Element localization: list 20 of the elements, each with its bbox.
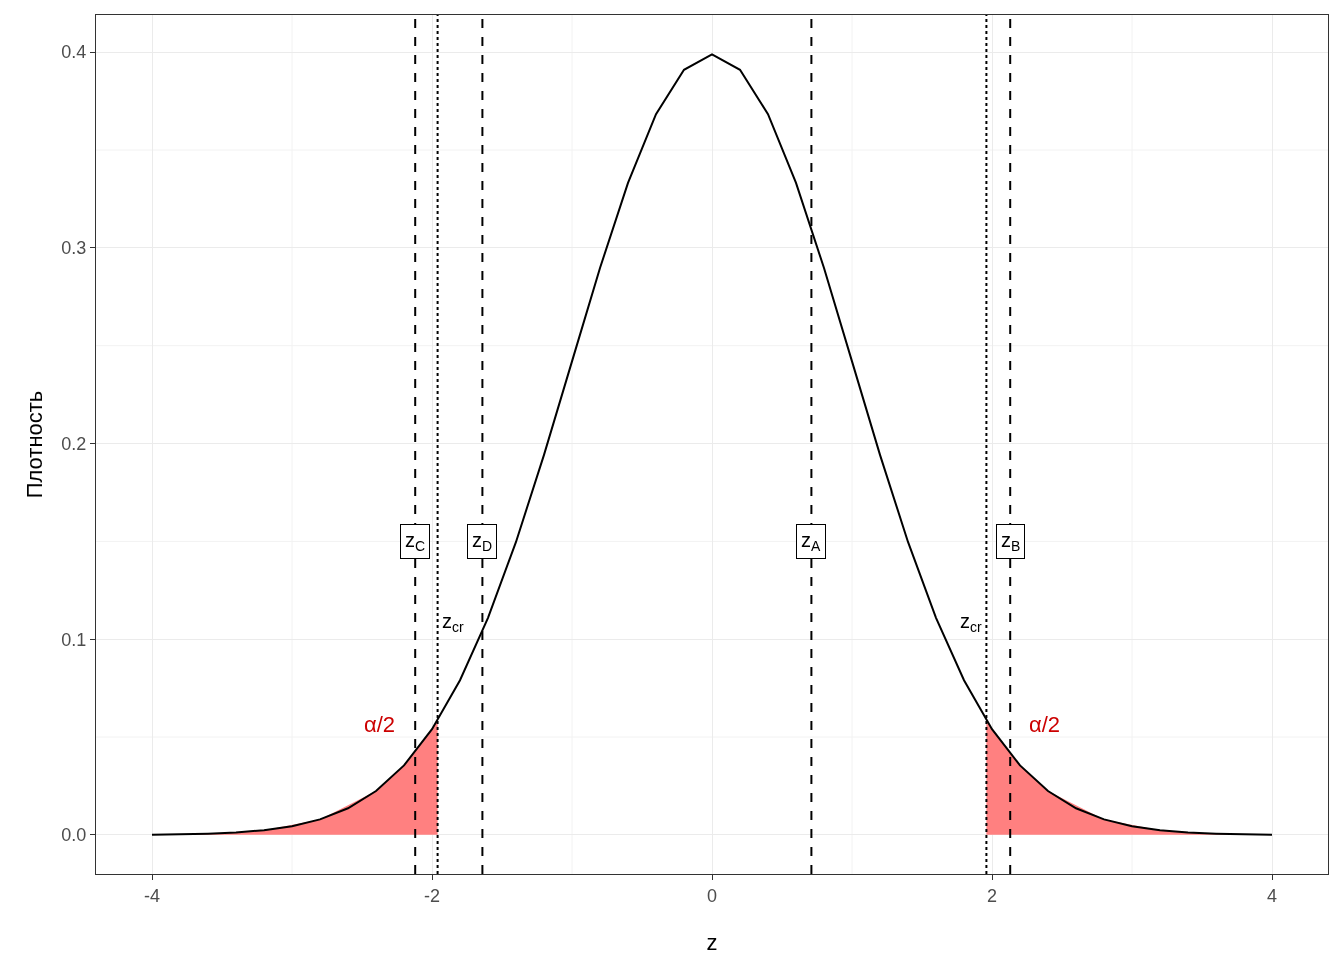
ref-line-label: z$_{cr}$ <box>960 610 982 636</box>
y-axis-title: Плотность <box>22 390 47 499</box>
y-tick-label: 0.0 <box>61 825 87 846</box>
x-axis-title: z <box>706 930 718 955</box>
ref-line-label: z$_{C}$ <box>405 529 426 555</box>
y-tick-label: 0.3 <box>61 238 87 259</box>
y-tick-label: 0.1 <box>61 629 87 650</box>
x-tick-label: 4 <box>1266 885 1278 906</box>
x-tick-label: -2 <box>423 885 441 906</box>
y-tick-label: 0.2 <box>61 433 87 454</box>
y-tick-label: 0.4 <box>61 42 87 63</box>
annotation: α/2 <box>364 712 396 737</box>
ref-line-label: z$_{B}$ <box>1001 529 1021 555</box>
x-tick-label: 0 <box>706 885 718 906</box>
annotation: α/2 <box>1029 712 1061 737</box>
ref-line-label: z$_{cr}$ <box>442 610 464 636</box>
ref-line-label: z$_{A}$ <box>801 529 821 555</box>
x-tick-label: -4 <box>143 885 161 906</box>
x-tick-label: 2 <box>986 885 998 906</box>
ref-line-label: z$_{D}$ <box>472 529 493 555</box>
